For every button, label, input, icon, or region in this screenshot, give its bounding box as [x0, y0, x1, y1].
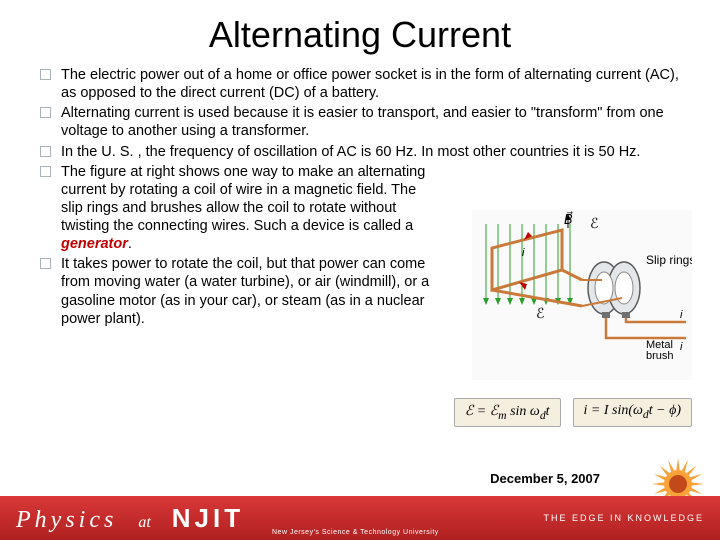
bullet-text: Alternating current is used because it i… — [61, 104, 690, 140]
brush — [622, 312, 630, 318]
bullet-item: The electric power out of a home or offi… — [40, 66, 690, 102]
equations: ℰ = ℰm sin ωdt i = I sin(ωdt − ϕ) — [454, 398, 692, 427]
i-label: i — [680, 341, 683, 353]
brush — [602, 312, 610, 318]
equation-emf: ℰ = ℰm sin ωdt — [454, 398, 561, 427]
bullet-text: It takes power to rotate the coil, but t… — [61, 255, 441, 328]
footer-bar: Physics at NJIT New Jersey's Science & T… — [0, 496, 720, 540]
i-label: i — [522, 247, 525, 259]
slide-date: December 5, 2007 — [490, 471, 600, 486]
output-wire — [606, 314, 686, 338]
metal-brush-label: Metalbrush — [646, 339, 674, 362]
bullet-text: In the U. S. , the frequency of oscillat… — [61, 143, 690, 161]
footer-at: at — [138, 514, 150, 531]
footer-physics: Physics — [16, 507, 117, 533]
slip-rings-label: Slip rings — [646, 253, 692, 267]
bullet-marker-icon — [40, 166, 51, 177]
i-label: i — [680, 309, 683, 321]
coil — [492, 230, 562, 290]
emf-symbol: ℰ — [536, 307, 544, 322]
bullet-marker-icon — [40, 69, 51, 80]
bullet-marker-icon — [40, 146, 51, 157]
generator-figure: B⃗ Slip rings Metalbrush i i i ℰ ℰ — [472, 210, 692, 380]
emf-symbol: ℰ — [590, 217, 598, 232]
footer-subtitle: New Jersey's Science & Technology Univer… — [272, 529, 439, 536]
footer-njit: NJIT — [172, 503, 244, 533]
output-wire — [626, 314, 686, 322]
equation-current: i = I sin(ωdt − ϕ) — [573, 398, 692, 427]
bullet-item: In the U. S. , the frequency of oscillat… — [40, 143, 690, 161]
bullet-text: The figure at right shows one way to mak… — [61, 163, 441, 254]
footer-tagline: THE EDGE IN KNOWLEDGE — [543, 513, 704, 523]
slide: Alternating Current The electric power o… — [0, 0, 720, 540]
bullet-marker-icon — [40, 258, 51, 269]
bullet-item: Alternating current is used because it i… — [40, 104, 690, 140]
emphasis-term: generator — [61, 236, 128, 252]
bullet-text: The electric power out of a home or offi… — [61, 66, 690, 102]
bullet-marker-icon — [40, 107, 51, 118]
footer-logo: Physics at NJIT — [16, 503, 244, 534]
slide-title: Alternating Current — [0, 0, 720, 66]
